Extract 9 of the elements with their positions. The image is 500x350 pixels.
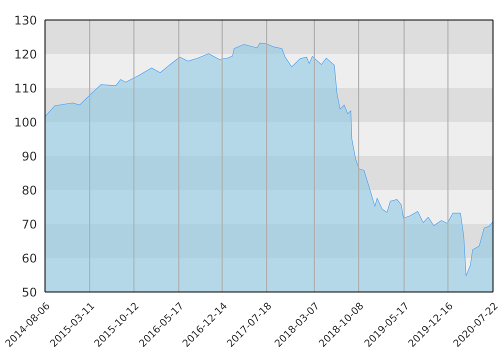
y-tick-label: 60: [22, 251, 37, 266]
y-tick-label: 90: [22, 149, 37, 164]
y-tick-label: 50: [22, 285, 37, 300]
y-tick-label: 100: [14, 115, 37, 130]
y-tick-label: 70: [22, 217, 37, 232]
y-tick-label: 130: [14, 13, 37, 28]
y-tick-label: 110: [14, 81, 37, 96]
y-tick-label: 80: [22, 183, 37, 198]
y-tick-label: 120: [14, 47, 37, 62]
